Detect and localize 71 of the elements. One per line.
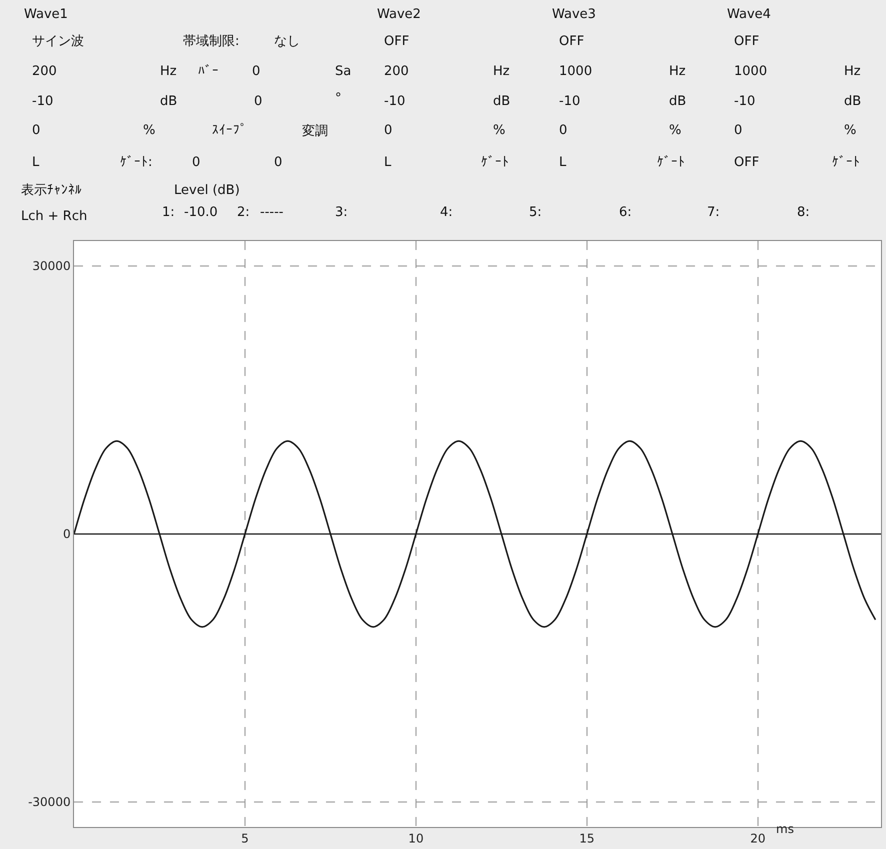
text: OFF (559, 34, 584, 49)
text: 1000 (734, 64, 768, 79)
text: 200 (384, 64, 409, 79)
text: Wave1 (24, 7, 68, 22)
y-tick-label: -30000 (28, 795, 71, 810)
text: 0 (252, 64, 260, 79)
text: -10 (559, 94, 580, 109)
text: OFF (734, 155, 760, 170)
text: 0 (384, 123, 392, 138)
text: % (493, 123, 506, 138)
text: -10.0 (184, 205, 218, 220)
text: dB (493, 94, 510, 109)
text: -10 (734, 94, 756, 109)
text: L (32, 155, 40, 170)
text: ｹﾞｰﾄ (832, 155, 860, 170)
text: Hz (160, 64, 177, 79)
text: Hz (493, 64, 510, 79)
text: ｽｲｰﾌﾟ (212, 123, 247, 138)
text: 1000 (559, 64, 592, 79)
text: 200 (32, 64, 57, 79)
text: Sa (335, 64, 352, 79)
text: dB (844, 94, 862, 109)
text: 0 (254, 94, 262, 109)
text: 表示ﾁｬﾝﾈﾙ (21, 183, 82, 198)
text: OFF (384, 34, 410, 49)
x-tick-label: 10 (408, 831, 424, 846)
text: dB (669, 94, 686, 109)
text: 帯域制限: (183, 34, 240, 49)
y-tick-label: 0 (62, 527, 71, 542)
text: 0 (192, 155, 200, 170)
text: 0 (734, 123, 742, 138)
x-tick-label: 5 (241, 831, 249, 846)
text: % (669, 123, 682, 138)
text: 2: (237, 205, 250, 220)
text: なし (274, 34, 300, 49)
text: 8: (797, 205, 810, 220)
text: -10 (32, 94, 54, 109)
text: ° (335, 91, 342, 106)
text: ----- (260, 205, 284, 220)
text: ｹﾞｰﾄ (481, 155, 509, 170)
text: 6: (619, 205, 632, 220)
text: ｹﾞｰﾄ (657, 155, 685, 170)
x-axis-title: ms (776, 822, 794, 836)
text: ｹﾞｰﾄ: (120, 155, 152, 170)
text: Hz (844, 64, 861, 79)
x-tick-label: 20 (750, 831, 766, 846)
text: L (559, 155, 567, 170)
text: 0 (559, 123, 568, 138)
text: ﾊﾞｰ (198, 64, 219, 79)
text: 4: (440, 205, 453, 220)
text: 0 (274, 155, 282, 170)
text: Wave3 (552, 7, 596, 22)
y-tick-label: 30000 (32, 259, 71, 274)
text: Wave2 (377, 7, 421, 22)
text: 1: (162, 205, 175, 220)
text: OFF (734, 34, 760, 49)
x-tick-label: 15 (579, 831, 595, 846)
text: Level (dB) (174, 183, 240, 198)
text: 変調 (302, 123, 328, 139)
text: Wave4 (727, 7, 771, 22)
text: 3: (335, 205, 348, 220)
text: L (384, 155, 392, 170)
text: % (844, 123, 856, 138)
text: Lch + Rch (21, 209, 88, 224)
text: Hz (669, 64, 686, 79)
text: サイン波 (32, 34, 84, 49)
text: 5: (529, 205, 542, 220)
text: dB (160, 94, 178, 109)
text: 7: (707, 205, 720, 220)
text: % (143, 123, 156, 138)
text: -10 (384, 94, 406, 109)
